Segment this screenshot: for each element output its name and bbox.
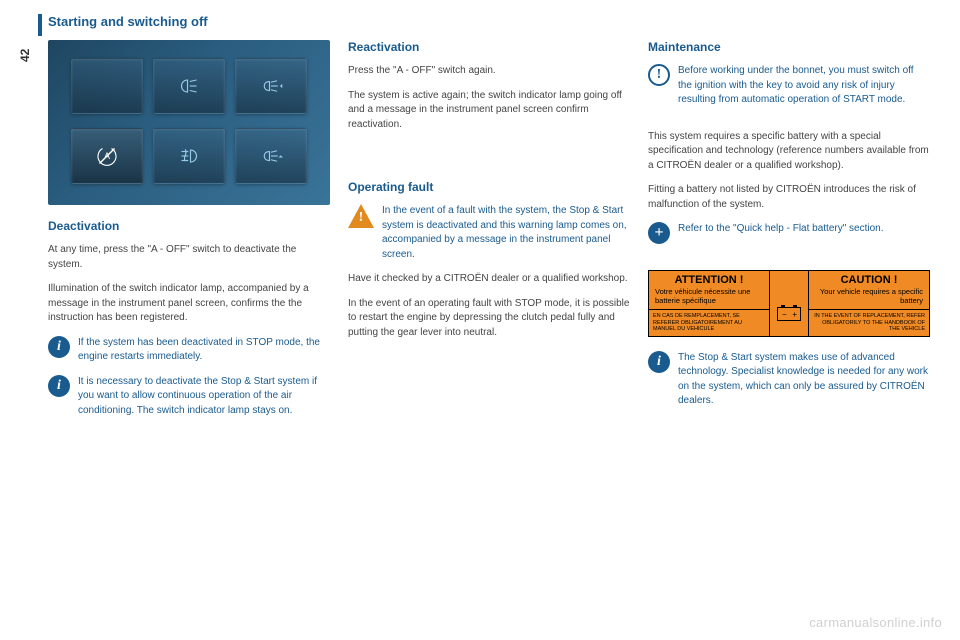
reactivation-p1: Press the "A - OFF" switch again.: [348, 64, 630, 79]
fault-p2: In the event of an operating fault with …: [348, 297, 630, 341]
dash-btn-stop-start: A: [71, 128, 143, 184]
dash-btn-blank: [71, 58, 143, 114]
battery-icon: −+: [777, 307, 801, 321]
fault-warning: ! In the event of a fault with the syste…: [348, 204, 630, 262]
deactivation-p2: Illumination of the switch indicator lam…: [48, 282, 330, 326]
maintenance-title: Maintenance: [648, 40, 930, 54]
caution-battery: −+: [769, 271, 809, 336]
column-1: A: [48, 40, 330, 600]
info-icon: i: [48, 336, 70, 358]
info-icon: i: [648, 351, 670, 373]
caution-en-sub: Your vehicle requires a specific battery: [809, 287, 929, 309]
content-columns: A: [48, 40, 930, 600]
info-note-2-text: It is necessary to deactivate the Stop &…: [78, 375, 330, 419]
fault-warning-text: In the event of a fault with the system,…: [382, 204, 630, 262]
maintenance-warning: ! Before working under the bonnet, you m…: [648, 64, 930, 108]
info-note-1-text: If the system has been deactivated in ST…: [78, 336, 330, 365]
info-icon: i: [48, 375, 70, 397]
fault-p1: Have it checked by a CITROËN dealer or a…: [348, 272, 630, 287]
caution-en: CAUTION ! Your vehicle requires a specif…: [809, 271, 929, 336]
maintenance-warning-text: Before working under the bonnet, you mus…: [678, 64, 930, 108]
maintenance-p1: This system requires a specific battery …: [648, 130, 930, 174]
chapter-title: Starting and switching off: [48, 14, 208, 29]
caution-en-small: IN THE EVENT OF REPLACEMENT, REFER OBLIG…: [809, 309, 929, 336]
column-3: Maintenance ! Before working under the b…: [648, 40, 930, 600]
dash-btn-headlight-down: [235, 128, 307, 184]
reactivation-p2: The system is active again; the switch i…: [348, 89, 630, 133]
caution-en-title: CAUTION !: [809, 271, 929, 287]
deactivation-title: Deactivation: [48, 219, 330, 233]
info-note-1: i If the system has been deactivated in …: [48, 336, 330, 365]
caution-fr-title: ATTENTION !: [649, 271, 769, 287]
info-note-last: i The Stop & Start system makes use of a…: [648, 351, 930, 409]
caution-fr: ATTENTION ! Votre véhicule nécessite une…: [649, 271, 769, 336]
plus-icon: +: [648, 222, 670, 244]
caution-fr-sub: Votre véhicule nécessite une batterie sp…: [649, 287, 769, 309]
maintenance-p2: Fitting a battery not listed by CITROËN …: [648, 183, 930, 212]
fault-title: Operating fault: [348, 180, 630, 194]
exclamation-icon: !: [648, 64, 670, 86]
reactivation-title: Reactivation: [348, 40, 630, 54]
dashboard-photo: A: [48, 40, 330, 205]
watermark: carmanualsonline.info: [809, 615, 942, 630]
deactivation-p1: At any time, press the "A - OFF" switch …: [48, 243, 330, 272]
caution-label: ATTENTION ! Votre véhicule nécessite une…: [648, 270, 930, 337]
caution-fr-small: EN CAS DE REMPLACEMENT, SE REFERER OBLIG…: [649, 309, 769, 336]
column-2: Reactivation Press the "A - OFF" switch …: [348, 40, 630, 600]
refer-note: + Refer to the "Quick help - Flat batter…: [648, 222, 930, 244]
dash-btn-headlight-up: [235, 58, 307, 114]
page-number: 42: [18, 49, 32, 62]
info-note-2: i It is necessary to deactivate the Stop…: [48, 375, 330, 419]
warning-triangle-icon: !: [348, 204, 374, 228]
info-note-last-text: The Stop & Start system makes use of adv…: [678, 351, 930, 409]
refer-text: Refer to the "Quick help - Flat battery"…: [678, 222, 930, 244]
dash-btn-fog-rear: [153, 128, 225, 184]
page-edge-marker: [38, 14, 42, 36]
dash-btn-fog-front: [153, 58, 225, 114]
